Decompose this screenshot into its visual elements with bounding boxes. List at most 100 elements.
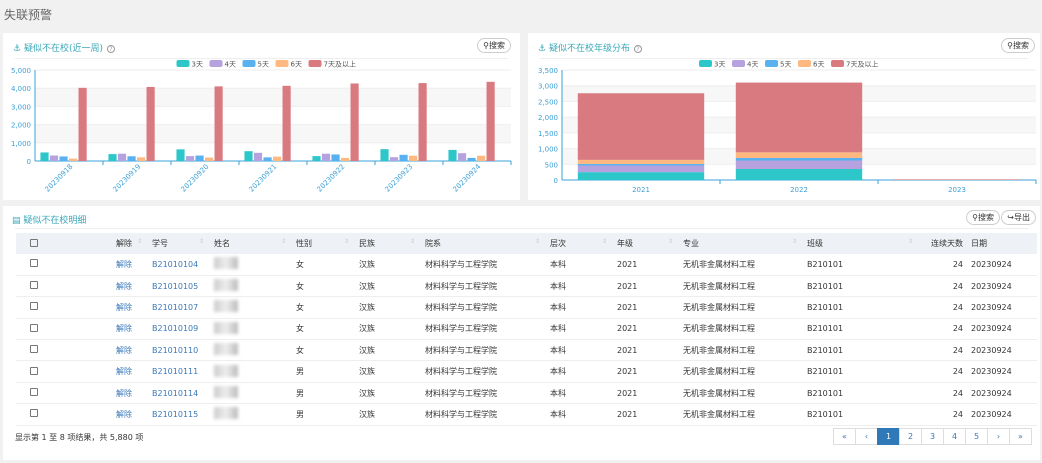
row-checkbox[interactable] xyxy=(30,366,38,375)
student-id-link[interactable]: B21010114 xyxy=(152,388,199,398)
sort-icon[interactable]: ⇕ xyxy=(667,238,673,245)
column-header[interactable]: 年级 ⇕ xyxy=(613,233,679,254)
page-button[interactable]: 1 xyxy=(877,428,900,445)
search-button[interactable]: ⚲搜索 xyxy=(1001,38,1035,53)
row-checkbox-cell xyxy=(16,318,112,341)
name-cell xyxy=(210,254,292,276)
page-button[interactable]: ‹ xyxy=(855,428,878,445)
row-checkbox[interactable] xyxy=(30,259,38,268)
column-header[interactable]: 连续天数 xyxy=(919,233,967,254)
column-header[interactable]: 专业 ⇕ xyxy=(679,233,803,254)
sort-icon[interactable]: ⇕ xyxy=(136,238,142,245)
legend-swatch xyxy=(209,60,223,67)
column-header[interactable]: 解除 ⇕ xyxy=(112,233,148,254)
bar-segment xyxy=(577,163,705,166)
column-header[interactable]: 学号 ⇕ xyxy=(148,233,210,254)
bar xyxy=(108,154,117,161)
student-id-link[interactable]: B21010109 xyxy=(152,324,199,334)
column-header[interactable]: 院系 ⇕ xyxy=(421,233,546,254)
page-button[interactable]: 4 xyxy=(943,428,966,445)
column-header[interactable]: 姓名 ⇕ xyxy=(210,233,292,254)
bar xyxy=(448,149,457,161)
student-id-link[interactable]: B21010104 xyxy=(152,259,199,269)
column-header[interactable]: 民族 ⇕ xyxy=(355,233,421,254)
release-link[interactable]: 解除 xyxy=(116,281,132,291)
sort-icon[interactable]: ⇕ xyxy=(198,238,204,245)
row-checkbox[interactable] xyxy=(30,323,38,332)
bar xyxy=(273,156,282,161)
legend-label: 4天 xyxy=(225,61,236,69)
column-header[interactable]: 性别 ⇕ xyxy=(292,233,355,254)
page-button[interactable]: » xyxy=(1009,428,1032,445)
bar xyxy=(205,157,214,161)
student-id-link[interactable]: B21010115 xyxy=(152,409,199,419)
table-cell: B210101 xyxy=(803,339,919,362)
anchor-icon: ⚓ xyxy=(13,44,22,54)
y-tick-label: 2,000 xyxy=(538,114,558,122)
bar xyxy=(146,86,155,161)
x-tick-label: 20230924 xyxy=(452,162,483,193)
bar xyxy=(341,157,350,161)
release-link[interactable]: 解除 xyxy=(116,259,132,269)
search-button[interactable]: ⚲搜索 xyxy=(966,210,1000,225)
release-link[interactable]: 解除 xyxy=(116,409,132,419)
select-all-checkbox[interactable] xyxy=(30,238,38,247)
table-cell: B210101 xyxy=(803,382,919,405)
column-header[interactable]: 层次 ⇕ xyxy=(546,233,613,254)
page-button[interactable]: 2 xyxy=(899,428,922,445)
y-tick-label: 3,500 xyxy=(538,67,558,75)
table-cell: 2021 xyxy=(613,296,679,319)
table-cell: 女 xyxy=(292,275,355,298)
sort-icon[interactable]: ⇕ xyxy=(907,238,913,245)
sort-icon[interactable]: ⇕ xyxy=(534,238,540,245)
sort-icon[interactable]: ⇕ xyxy=(409,238,415,245)
table-cell: 女 xyxy=(292,318,355,341)
name-cell xyxy=(210,360,292,383)
help-icon[interactable]: ? xyxy=(106,45,115,53)
table-cell: 汉族 xyxy=(355,403,421,426)
student-id-link[interactable]: B21010110 xyxy=(152,345,199,355)
row-checkbox[interactable] xyxy=(30,409,38,418)
row-checkbox[interactable] xyxy=(30,281,38,290)
release-link[interactable]: 解除 xyxy=(116,324,132,334)
student-id-link[interactable]: B21010107 xyxy=(152,302,199,312)
table-cell: 20230924 xyxy=(967,254,1037,276)
weekly-bar-chart: 3天 4天 5天 6天 7天及以上 0 1,000 2,000 3,000 4,000 5,000 2… xyxy=(11,60,512,194)
sort-icon[interactable]: ⇕ xyxy=(791,238,797,245)
sort-icon[interactable]: ⇕ xyxy=(343,238,349,245)
column-header[interactable]: 班级 ⇕ xyxy=(803,233,919,254)
table-cell: B210101 xyxy=(803,254,919,276)
student-id-link[interactable]: B21010105 xyxy=(152,281,199,291)
release-link[interactable]: 解除 xyxy=(116,367,132,377)
x-tick-label: 20230919 xyxy=(112,163,143,194)
sort-icon[interactable]: ⇕ xyxy=(280,238,286,245)
divider xyxy=(15,228,1028,229)
table-cell: B210101 xyxy=(803,360,919,383)
row-checkbox[interactable] xyxy=(30,302,38,311)
help-icon[interactable]: ? xyxy=(633,45,642,53)
export-button[interactable]: ↪导出 xyxy=(1001,210,1036,225)
release-link[interactable]: 解除 xyxy=(116,302,132,312)
page-button[interactable]: 5 xyxy=(965,428,988,445)
pagination: «‹ 1 2 3 4 5 ›» xyxy=(833,428,1032,445)
student-id-link[interactable]: B21010111 xyxy=(152,367,199,377)
row-checkbox[interactable] xyxy=(30,388,38,397)
bar xyxy=(312,156,321,161)
table-row: 解除 B21010107 女汉族 材料科学与工程学院 本科 2021 无机非金属材料工程 B2… xyxy=(16,296,1037,319)
page-button[interactable]: « xyxy=(833,428,856,445)
release-link[interactable]: 解除 xyxy=(116,388,132,398)
bar xyxy=(486,81,495,161)
page-button[interactable]: 3 xyxy=(921,428,944,445)
bar xyxy=(117,153,127,161)
grade-stacked-bar-chart: 3天 4天 5天 6天 7天及以上 0 500 1,000 1,500 2,000 2,500 3,0… xyxy=(538,60,1037,194)
row-checkbox[interactable] xyxy=(30,345,38,354)
bar xyxy=(350,83,359,161)
column-header-label: 日期 xyxy=(971,239,987,248)
search-button[interactable]: ⚲搜索 xyxy=(477,38,511,53)
column-header[interactable]: 日期 xyxy=(967,233,1037,254)
release-link[interactable]: 解除 xyxy=(116,345,132,355)
table-footer-info: 显示第 1 至 8 项结果，共 5,880 项 xyxy=(15,433,144,442)
page-button[interactable]: › xyxy=(987,428,1010,445)
sort-icon[interactable]: ⇕ xyxy=(601,238,607,245)
detail-title: ▤ 疑似不在校明细 xyxy=(12,213,86,226)
